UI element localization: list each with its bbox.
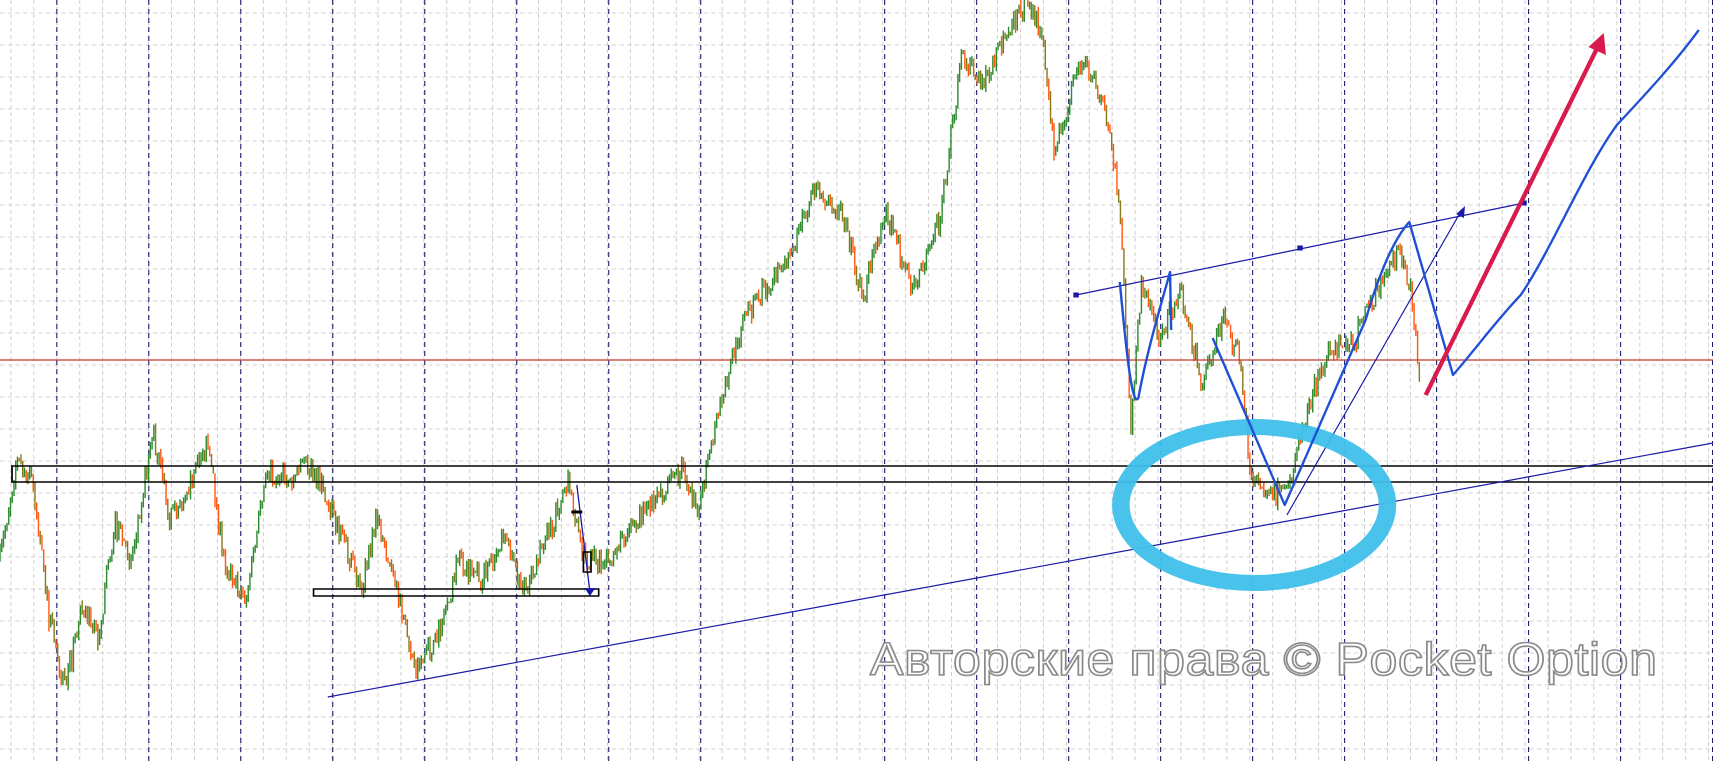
highlight-circle (1112, 419, 1397, 591)
watermark: Авторские права © Pocket Option (869, 632, 1658, 686)
rising-line (1286, 209, 1463, 516)
arrowhead (1456, 206, 1466, 218)
drop-arrow-line (576, 484, 591, 593)
bullish-arrowhead (1588, 33, 1606, 55)
arrowhead (584, 588, 596, 596)
freehand-projection (1118, 29, 1700, 507)
drawings (0, 29, 1713, 698)
channel-handle (1297, 245, 1303, 251)
candles (0, 0, 1421, 691)
support-box-small (312, 588, 600, 597)
trend-line (327, 442, 1713, 698)
channel-handle (1521, 200, 1527, 206)
bullish-arrow (1423, 47, 1600, 396)
major-grid (56, 0, 1713, 763)
marker-box (582, 551, 592, 573)
channel-handle (1073, 292, 1079, 298)
